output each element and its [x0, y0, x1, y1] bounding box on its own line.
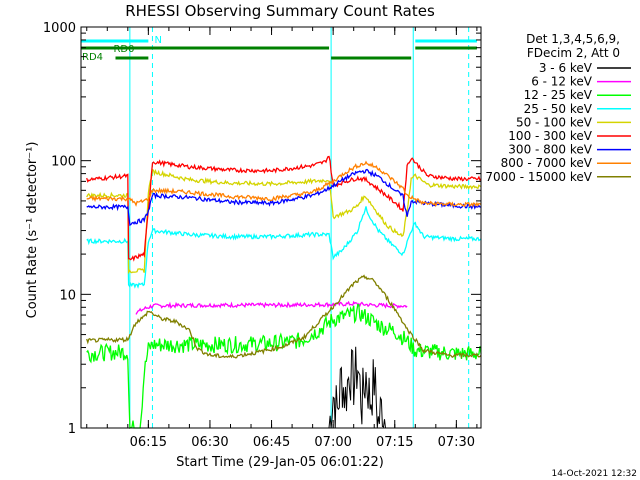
series-line-12-25-keV [86, 303, 482, 430]
legend-entry-label: 6 - 12 keV [531, 75, 593, 89]
plot-area: N RD0 RD4 [81, 27, 482, 430]
legend-entry-label: 7000 - 15000 keV [485, 170, 592, 184]
annotation-label: RD4 [82, 52, 103, 63]
x-axis-label: Start Time (29-Jan-05 06:01:22) [176, 455, 384, 470]
series-line-800-7000-keV [86, 160, 482, 208]
x-tick-label: 07:30 [438, 435, 475, 450]
legend-header-line: Det 1,3,4,5,6,9, [526, 32, 620, 46]
plot-frame [80, 26, 482, 429]
x-tick-label: 06:15 [130, 435, 167, 450]
chart-title: RHESSI Observing Summary Count Rates [125, 2, 435, 20]
series-line-300-800-keV [86, 168, 481, 227]
series-line-25-50-keV [86, 206, 482, 289]
x-tick-label: 07:15 [376, 435, 413, 450]
x-tick-label: 06:30 [191, 435, 228, 450]
series-line-50-100-keV [86, 168, 482, 275]
legend: Det 1,3,4,5,6,9,FDecim 2, Att 03 - 6 keV… [485, 32, 631, 184]
y-tick-label: 10 [59, 288, 76, 303]
y-tick-label: 1 [68, 422, 76, 437]
series-line-100-300-keV [86, 155, 482, 262]
y-axis: 1 10 100 1000 [43, 21, 481, 437]
y-axis-label: Count Rate (s⁻¹ detector⁻¹) [25, 142, 40, 319]
annotation-label: RD0 [113, 44, 134, 55]
y-tick-label: 100 [51, 155, 76, 170]
legend-header-line: FDecim 2, Att 0 [527, 46, 620, 60]
x-tick-label: 07:00 [314, 435, 351, 450]
series-line-7000-15000-keV [86, 274, 482, 360]
series-line-3-6-keV [328, 346, 387, 429]
legend-entry-label: 300 - 800 keV [508, 143, 592, 157]
legend-entry-label: 100 - 300 keV [508, 129, 592, 143]
y-tick-label: 1000 [43, 21, 76, 36]
legend-entry-label: 12 - 25 keV [524, 88, 593, 102]
series-line-6-12-keV [135, 300, 408, 315]
legend-entry-label: 3 - 6 keV [539, 61, 593, 75]
annotation-label: N [154, 35, 161, 46]
footer-date: 14-Oct-2021 12:32 [552, 469, 637, 479]
legend-entry-label: 800 - 7000 keV [501, 156, 593, 170]
x-tick-label: 06:45 [253, 435, 290, 450]
legend-entry-label: 50 - 100 keV [516, 115, 593, 129]
legend-entry-label: 25 - 50 keV [524, 102, 593, 116]
x-axis: 06:15 06:30 06:45 07:00 07:15 07:30 [86, 27, 478, 450]
